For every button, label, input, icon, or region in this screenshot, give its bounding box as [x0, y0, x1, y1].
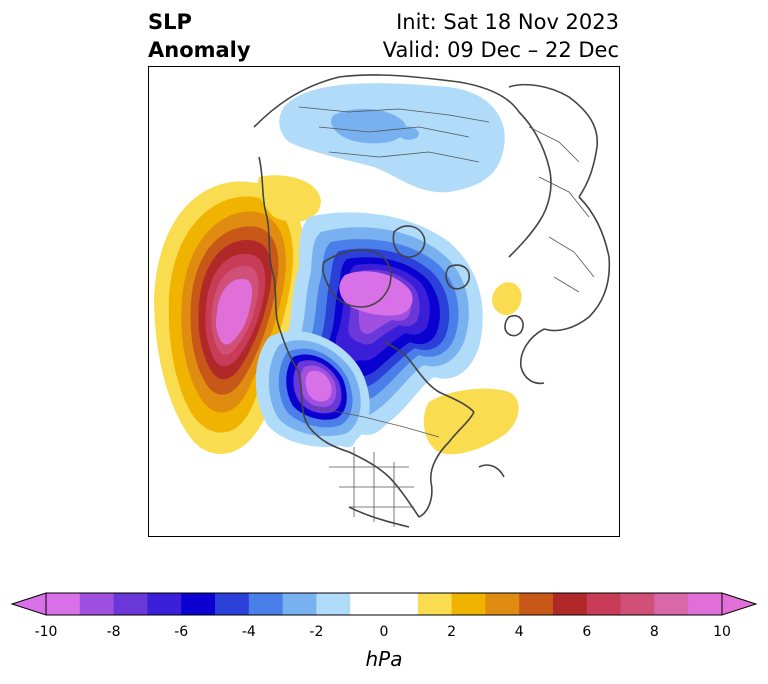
colorbar-tick-label: -10 [34, 624, 58, 640]
colorbar-unit: hPa [365, 647, 403, 671]
colorbar-extend-high [721, 592, 758, 616]
colorbar-swatch [147, 593, 182, 615]
colorbar-swatch [215, 593, 250, 615]
colorbar-tick-label: 4 [514, 624, 524, 640]
colorbar [0, 585, 768, 625]
colorbar-swatch [113, 593, 148, 615]
high-anomaly-europe [492, 282, 522, 316]
colorbar-swatch [282, 593, 317, 615]
valid-range: Valid: 09 Dec – 22 Dec [382, 38, 619, 62]
low-anomaly-siberia [279, 83, 505, 193]
borders [298, 106, 595, 527]
colorbar-tick-label: -6 [174, 624, 189, 640]
colorbar-extend-low [10, 592, 47, 616]
colorbar-tick-label: -8 [106, 624, 121, 640]
colorbar-tick-label: -2 [309, 624, 324, 640]
colorbar-swatch [553, 593, 588, 615]
colorbar-tick-label: 8 [649, 624, 659, 640]
colorbar-swatch [688, 593, 723, 615]
colorbar-swatch [586, 593, 622, 615]
title-line-2: Anomaly [148, 38, 251, 62]
colorbar-swatch [248, 593, 284, 615]
colorbar-tick-label: 6 [582, 624, 592, 640]
colorbar-tick-label: 10 [713, 624, 731, 640]
colorbar-tick-label: -4 [241, 624, 256, 640]
colorbar-tick-label: 0 [379, 624, 389, 640]
colorbar-swatch [350, 593, 385, 615]
high-anomaly-north-atlantic [423, 388, 519, 455]
date-info: Init: Sat 18 Nov 2023 Valid: 09 Dec – 22… [383, 8, 619, 64]
init-date: Init: Sat 18 Nov 2023 [396, 10, 619, 34]
colorbar-swatch [384, 593, 419, 615]
colorbar-swatch [620, 593, 655, 615]
colorbar-swatch [46, 593, 81, 615]
colorbar-swatch [485, 593, 520, 615]
colorbar-swatch [316, 593, 351, 615]
colorbar-swatch [451, 593, 486, 615]
colorbar-tick-labels: -10 -8 -6 -4 -2 0 2 4 6 8 10 [0, 624, 768, 644]
colorbar-scale [10, 592, 758, 616]
colorbar-swatch [654, 593, 689, 615]
colorbar-swatch [79, 593, 115, 615]
colorbar-tick-label: 2 [447, 624, 457, 640]
title-line-1: SLP [148, 10, 192, 34]
colorbar-swatch [417, 593, 453, 615]
colorbar-swatch [181, 593, 216, 615]
map-title: SLP Anomaly [148, 8, 251, 64]
anomaly-map [148, 66, 620, 537]
map-canvas [154, 74, 611, 528]
colorbar-border [45, 592, 723, 616]
colorbar-swatch [519, 593, 554, 615]
